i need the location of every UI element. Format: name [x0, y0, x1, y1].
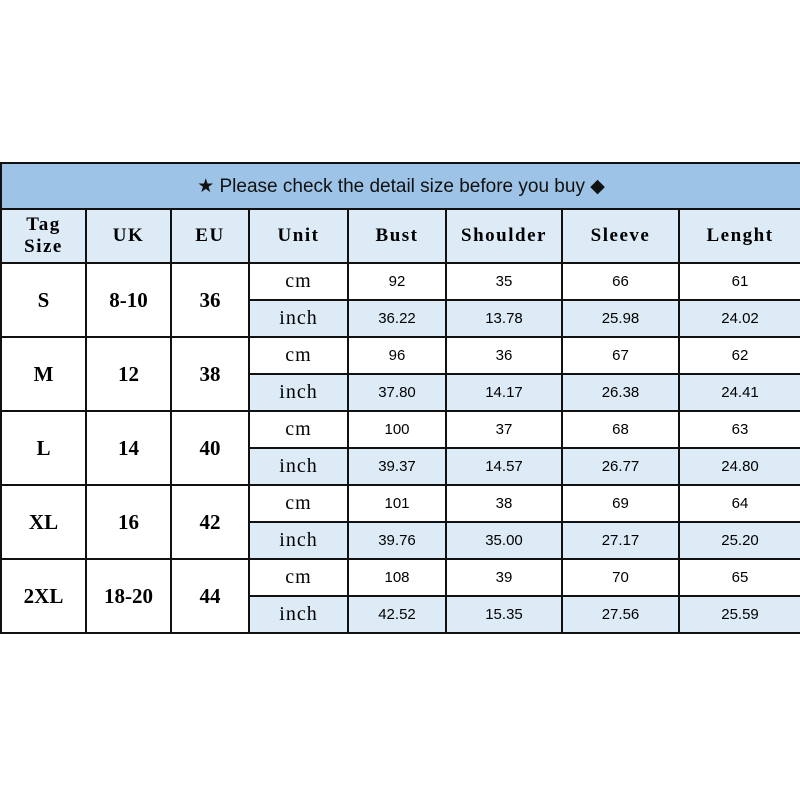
bust-inch-cell: 39.76: [347, 521, 447, 560]
bust-cm-cell: 100: [347, 410, 447, 449]
unit-cell-inch: inch: [248, 447, 349, 486]
length-inch-cell: 25.59: [677, 595, 800, 634]
tag-size-cell: 2XL: [0, 558, 87, 634]
length-inch-cell: 24.80: [677, 447, 800, 486]
table-row-cm: XL 16 42 cm 101 38 69 64: [0, 484, 800, 560]
uk-size-cell: 12: [85, 336, 172, 412]
uk-size-cell: 16: [85, 484, 172, 560]
unit-cell-inch: inch: [248, 373, 349, 412]
table-row-inch: inch 39.76 35.00 27.17 25.20: [1, 521, 800, 560]
table-row-inch: inch 42.52 15.35 27.56 25.59: [1, 595, 800, 634]
shoulder-inch-cell: 14.17: [445, 373, 563, 412]
unit-cell-cm: cm: [248, 336, 349, 375]
table-row-cm: S 8-10 36 cm 92 35 66 61: [0, 262, 800, 338]
bust-inch-cell: 39.37: [347, 447, 447, 486]
table-row-cm: M 12 38 cm 96 36 67 62: [0, 336, 800, 412]
shoulder-inch-cell: 14.57: [445, 447, 563, 486]
bust-cm-cell: 96: [347, 336, 447, 375]
shoulder-cm-cell: 35: [445, 262, 563, 301]
sleeve-inch-cell: 26.38: [561, 373, 680, 412]
table-row-inch: inch 36.22 13.78 25.98 24.02: [1, 299, 800, 338]
shoulder-cm-cell: 39: [445, 558, 563, 597]
eu-size-cell: 42: [170, 484, 250, 560]
shoulder-cm-cell: 37: [445, 410, 563, 449]
uk-size-cell: 14: [85, 410, 172, 486]
shoulder-inch-cell: 13.78: [445, 299, 563, 338]
tag-size-cell: L: [0, 410, 87, 486]
sleeve-cm-cell: 66: [561, 262, 680, 301]
length-inch-cell: 24.41: [677, 373, 800, 412]
header-unit: Unit: [248, 208, 349, 264]
header-bust: Bust: [347, 208, 447, 264]
unit-cell-inch: inch: [248, 595, 349, 634]
length-inch-cell: 24.02: [677, 299, 800, 338]
length-cm-cell: 64: [677, 484, 800, 523]
unit-cell-cm: cm: [248, 558, 349, 597]
header-tag-size: Tag Size: [0, 208, 87, 264]
size-chart-table: ★ Please check the detail size before yo…: [0, 162, 800, 634]
bust-inch-cell: 36.22: [347, 299, 447, 338]
sleeve-inch-cell: 26.77: [561, 447, 680, 486]
length-cm-cell: 63: [677, 410, 800, 449]
uk-size-cell: 18-20: [85, 558, 172, 634]
table-row-inch: inch 39.37 14.57 26.77 24.80: [1, 447, 800, 486]
tag-size-cell: M: [0, 336, 87, 412]
unit-cell-inch: inch: [248, 521, 349, 560]
length-cm-cell: 65: [677, 558, 800, 597]
bust-cm-cell: 92: [347, 262, 447, 301]
header-shoulder: Shoulder: [445, 208, 563, 264]
shoulder-cm-cell: 36: [445, 336, 563, 375]
column-header-row: Tag Size UK EU Unit Bust Shoulder Sleeve…: [0, 208, 800, 264]
banner-notice: ★ Please check the detail size before yo…: [0, 162, 800, 210]
table-row-cm: L 14 40 cm 100 37 68 63: [0, 410, 800, 486]
shoulder-inch-cell: 15.35: [445, 595, 563, 634]
tag-size-cell: S: [0, 262, 87, 338]
header-uk: UK: [85, 208, 172, 264]
header-length: Lenght: [677, 208, 800, 264]
shoulder-cm-cell: 38: [445, 484, 563, 523]
sleeve-cm-cell: 70: [561, 558, 680, 597]
length-inch-cell: 25.20: [677, 521, 800, 560]
bust-cm-cell: 101: [347, 484, 447, 523]
unit-cell-cm: cm: [248, 262, 349, 301]
sleeve-cm-cell: 69: [561, 484, 680, 523]
sleeve-cm-cell: 68: [561, 410, 680, 449]
unit-cell-inch: inch: [248, 299, 349, 338]
shoulder-inch-cell: 35.00: [445, 521, 563, 560]
eu-size-cell: 36: [170, 262, 250, 338]
bust-inch-cell: 42.52: [347, 595, 447, 634]
length-cm-cell: 61: [677, 262, 800, 301]
sleeve-cm-cell: 67: [561, 336, 680, 375]
sleeve-inch-cell: 27.56: [561, 595, 680, 634]
sleeve-inch-cell: 25.98: [561, 299, 680, 338]
unit-cell-cm: cm: [248, 484, 349, 523]
header-eu: EU: [170, 208, 250, 264]
eu-size-cell: 38: [170, 336, 250, 412]
unit-cell-cm: cm: [248, 410, 349, 449]
uk-size-cell: 8-10: [85, 262, 172, 338]
bust-cm-cell: 108: [347, 558, 447, 597]
header-sleeve: Sleeve: [561, 208, 680, 264]
length-cm-cell: 62: [677, 336, 800, 375]
bust-inch-cell: 37.80: [347, 373, 447, 412]
eu-size-cell: 44: [170, 558, 250, 634]
tag-size-cell: XL: [0, 484, 87, 560]
table-row-inch: inch 37.80 14.17 26.38 24.41: [1, 373, 800, 412]
eu-size-cell: 40: [170, 410, 250, 486]
sleeve-inch-cell: 27.17: [561, 521, 680, 560]
table-row-cm: 2XL 18-20 44 cm 108 39 70 65: [0, 558, 800, 634]
